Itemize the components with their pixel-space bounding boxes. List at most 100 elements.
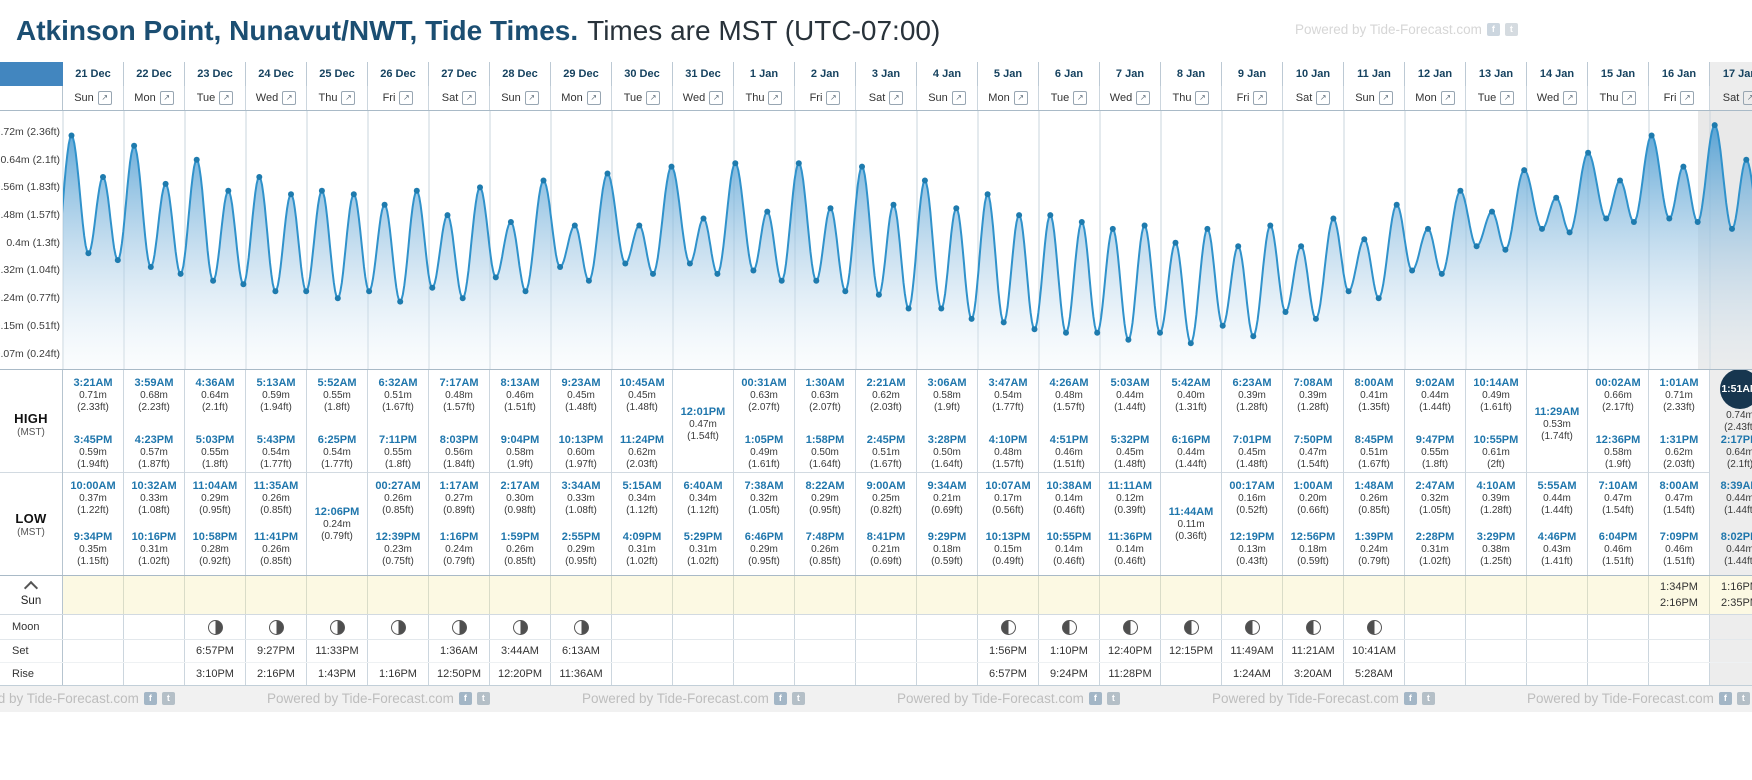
date-label: 7 Jan xyxy=(1115,68,1145,80)
timezone-note: Times are MST (UTC-07:00) xyxy=(587,15,941,46)
expand-day-icon[interactable]: ↗ xyxy=(219,91,234,105)
tide-height-m: 0.44m xyxy=(1116,390,1144,401)
expand-day-icon[interactable]: ↗ xyxy=(341,91,356,105)
tide-height-m: 0.62m xyxy=(1665,447,1693,458)
expand-day-icon[interactable]: ↗ xyxy=(1622,91,1637,105)
weekday-cell: Sat ↗ xyxy=(1710,86,1752,110)
expand-day-icon[interactable]: ↗ xyxy=(462,91,477,105)
low-tide-cell: 1:48AM 0.26m (0.85ft) 1:39PM 0.24m (0.79ft) xyxy=(1344,473,1405,575)
date-label: 5 Jan xyxy=(993,68,1023,80)
tide-height-ft: (1.35ft) xyxy=(1358,402,1390,413)
tide-height-m: 0.29m xyxy=(811,493,839,504)
tide-entry: 8:00AM 0.47m (1.54ft) xyxy=(1649,480,1709,517)
tide-height-ft: (0.66ft) xyxy=(1297,505,1329,516)
sun-times-cell xyxy=(1588,576,1649,614)
tide-extreme-dot xyxy=(1109,225,1116,232)
tide-height-ft: (1.51ft) xyxy=(504,402,536,413)
tide-time: 1:39PM xyxy=(1354,531,1394,543)
tide-entry: 8:03PM 0.56m (1.84ft) xyxy=(429,434,489,471)
set-label: Set xyxy=(0,640,63,662)
tide-entry: 10:38AM 0.14m (0.46ft) xyxy=(1039,480,1099,517)
expand-day-icon[interactable]: ↗ xyxy=(1013,91,1028,105)
tide-height-ft: (1.08ft) xyxy=(565,505,597,516)
tide-extreme-dot xyxy=(1361,236,1368,243)
tide-height-m: 0.55m xyxy=(201,447,229,458)
tide-time: 8:41PM xyxy=(866,531,906,543)
tide-height-m: 0.39m xyxy=(1482,493,1510,504)
expand-day-icon[interactable]: ↗ xyxy=(951,91,966,105)
tide-height-ft: (1.28ft) xyxy=(1480,505,1512,516)
tide-extreme-dot xyxy=(1125,336,1132,343)
powered-by-text: Powered by Tide-Forecast.com xyxy=(1527,691,1714,706)
tide-time: 8:00AM xyxy=(1659,480,1699,492)
expand-day-icon[interactable]: ↗ xyxy=(1316,91,1331,105)
expand-day-icon[interactable]: ↗ xyxy=(646,91,661,105)
tide-height-m: 0.39m xyxy=(1299,390,1327,401)
tide-time: 7:38AM xyxy=(744,480,784,492)
tide-entry: 6:16PM 0.44m (1.44ft) xyxy=(1161,434,1221,471)
tide-time: 4:10AM xyxy=(1476,480,1516,492)
expand-day-icon[interactable]: ↗ xyxy=(1680,91,1695,105)
tide-time: 11:41PM xyxy=(253,531,299,543)
expand-day-icon[interactable]: ↗ xyxy=(1563,91,1578,105)
tide-entry: 4:10AM 0.39m (1.28ft) xyxy=(1466,480,1526,517)
weekday-cell: Wed ↗ xyxy=(1100,86,1161,110)
expand-day-icon[interactable]: ↗ xyxy=(97,91,112,105)
sun-times-cell xyxy=(124,576,185,614)
moon-phase-icon xyxy=(268,619,284,635)
sun-time: 1:16PM xyxy=(1721,581,1752,593)
high-tide-cell: 2:21AM 0.62m (2.03ft) 2:45PM 0.51m (1.67ft) xyxy=(856,370,917,478)
y-axis-tick-label: 0.32m (1.04ft) xyxy=(0,264,60,277)
expand-day-icon[interactable]: ↗ xyxy=(1253,91,1268,105)
expand-day-icon[interactable]: ↗ xyxy=(1378,91,1393,105)
tide-height-ft: (0.82ft) xyxy=(870,505,902,516)
tide-extreme-dot xyxy=(571,222,578,229)
expand-day-icon[interactable]: ↗ xyxy=(524,91,539,105)
moonset-time-cell xyxy=(917,640,978,662)
expand-day-icon[interactable]: ↗ xyxy=(586,91,601,105)
tide-time: 8:45PM xyxy=(1354,434,1394,446)
tide-time: 4:36AM xyxy=(195,377,235,389)
tide-height-ft: (0.92ft) xyxy=(199,556,231,567)
date-cell: 11 Jan xyxy=(1344,62,1405,86)
tide-entry: 1:00AM 0.20m (0.66ft) xyxy=(1283,480,1343,517)
tide-height-m: 0.48m xyxy=(445,390,473,401)
twitter-icon: t xyxy=(476,692,490,705)
tide-extreme-dot xyxy=(921,177,928,184)
tide-height-ft: (0.85ft) xyxy=(260,505,292,516)
tide-height-ft: (2.03ft) xyxy=(1663,459,1695,470)
tide-extreme-dot xyxy=(68,132,75,139)
sun-times-cell xyxy=(795,576,856,614)
tide-extreme-dot xyxy=(1603,215,1610,222)
expand-day-icon[interactable]: ↗ xyxy=(826,91,841,105)
date-label: 4 Jan xyxy=(932,68,962,80)
expand-day-icon[interactable]: ↗ xyxy=(889,91,904,105)
tide-extreme-dot xyxy=(1666,215,1673,222)
tide-entry: 12:39PM 0.23m (0.75ft) xyxy=(368,531,428,568)
tide-height-ft: (0.52ft) xyxy=(1236,505,1268,516)
expand-day-icon[interactable]: ↗ xyxy=(768,91,783,105)
expand-day-icon[interactable]: ↗ xyxy=(709,91,724,105)
low-tide-cell: 11:35AM 0.26m (0.85ft) 11:41PM 0.26m (0.85ft) xyxy=(246,473,307,575)
expand-day-icon[interactable]: ↗ xyxy=(1440,91,1455,105)
tide-entry: 12:56PM 0.18m (0.59ft) xyxy=(1283,531,1343,568)
weekday-label: Sun xyxy=(74,92,94,104)
expand-day-icon[interactable]: ↗ xyxy=(1073,91,1088,105)
tide-entry: 12:36PM 0.58m (1.9ft) xyxy=(1588,434,1648,471)
expand-day-icon[interactable]: ↗ xyxy=(159,91,174,105)
tide-time: 9:29PM xyxy=(927,531,967,543)
expand-day-icon[interactable]: ↗ xyxy=(1743,91,1752,105)
chevron-up-icon[interactable] xyxy=(23,580,39,596)
tide-height-ft: (1.44ft) xyxy=(1419,402,1451,413)
expand-day-icon[interactable]: ↗ xyxy=(1136,91,1151,105)
tide-height-ft: (2.17ft) xyxy=(1602,402,1634,413)
expand-day-icon[interactable]: ↗ xyxy=(1195,91,1210,105)
tide-height-m: 0.13m xyxy=(1238,544,1266,555)
moon-phase-icon xyxy=(390,619,406,635)
expand-day-icon[interactable]: ↗ xyxy=(282,91,297,105)
expand-day-icon[interactable]: ↗ xyxy=(1500,91,1515,105)
tide-time: 5:03PM xyxy=(195,434,235,446)
expand-day-icon[interactable]: ↗ xyxy=(399,91,414,105)
tide-height-m: 0.27m xyxy=(445,493,473,504)
